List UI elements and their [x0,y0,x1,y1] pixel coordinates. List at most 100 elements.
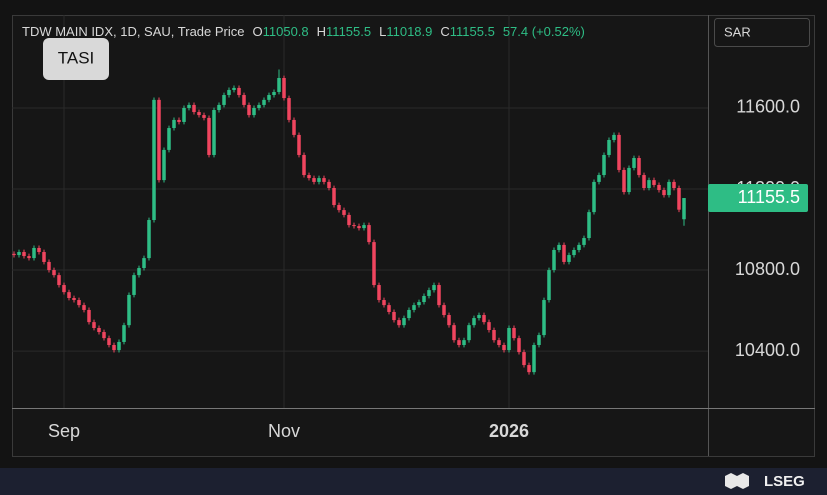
candle-body [587,212,591,239]
candle-body [422,295,426,303]
candle-body [72,298,76,301]
candle-body [407,309,411,319]
candle-body [232,87,236,90]
candle-body [672,181,676,189]
candle-body [57,275,61,286]
candle-body [157,99,161,181]
candle-body [107,338,111,345]
last-price-box [708,184,808,213]
candle-body [447,315,451,326]
ohlc-value: 11050.8 [263,24,309,39]
candle-body [67,292,71,299]
candle-body [242,95,246,105]
candle-body [177,119,181,122]
candle-body [497,340,501,345]
candle-body [472,318,476,326]
candle-body [437,285,441,306]
candle-body [262,99,266,105]
candle-body [532,344,536,373]
candle-body [432,285,436,291]
candle-body [502,344,506,351]
candle-body [162,149,166,181]
candle-body [467,325,471,341]
candle-body [277,78,281,92]
candle-body [192,104,196,113]
candle-body [567,255,571,262]
candle-body [142,258,146,269]
candle-body [542,300,546,336]
candle-body [622,169,626,193]
candle-body [592,181,596,213]
candle-body [272,91,276,96]
candle-body [392,311,396,321]
y-tick-label: 10800.0 [735,259,800,279]
candle-body [247,104,251,116]
candle-body [552,249,556,271]
candle-body [677,188,681,210]
candle-body [52,270,56,276]
change: 57.4 (+0.52%) [503,24,585,39]
candle-body [342,210,346,215]
candle-body [402,318,406,326]
candle-body [97,327,101,333]
candle-body [32,247,36,259]
candle-body [482,315,486,323]
candle-body [252,107,256,116]
candle-body [87,309,91,323]
y-tick-label: 10400.0 [735,340,800,360]
candle-body [367,225,371,243]
candle-body [92,322,96,328]
candle-body [152,99,156,221]
candle-body [557,244,561,250]
candle-body [22,252,26,257]
ohlc-label: O [253,24,263,39]
candle-body [237,87,241,96]
axis: 10400.010800.011200.011600.0SepNov202611… [48,97,808,441]
candle-body [617,134,621,170]
candle-body [577,244,581,250]
candle-body [292,119,296,135]
candle-body [302,154,306,176]
candle-body [222,95,226,105]
candle-body [682,198,686,220]
candle-body [537,335,541,345]
candle-body [127,294,131,326]
candle-body [322,178,326,182]
badge-box [43,38,109,80]
candle-body [132,275,136,295]
candle-body [267,95,271,100]
candle-body [382,300,386,306]
candle-body [77,300,81,306]
ohlc-label: H [317,24,326,39]
badge: TASI [58,48,95,67]
candle-body [642,175,646,189]
candle-body [527,365,531,373]
candle-body [632,158,636,168]
ohlc-label: L [379,24,386,39]
candle-body [572,249,576,256]
candle-body [112,344,116,351]
candle-body [372,242,376,286]
candle-body [357,226,361,229]
candle-body [117,341,121,351]
candle-body [187,104,191,108]
candle-body [652,180,656,185]
candle-body [207,117,211,155]
candle-body [17,252,21,256]
candle-body [317,178,321,182]
candle-body [657,184,661,191]
candle-body [197,112,201,116]
candle-body [547,270,551,301]
candle-body [287,98,291,120]
candle-body [307,175,311,179]
candle-body [607,139,611,155]
currency[interactable]: SAR [724,24,751,39]
candle-body [47,261,51,271]
candle-body [512,327,516,339]
ohlc-value: 11018.9 [386,24,432,39]
currency-box[interactable] [714,18,810,47]
candle-body [82,305,86,310]
candle-body [662,190,666,196]
